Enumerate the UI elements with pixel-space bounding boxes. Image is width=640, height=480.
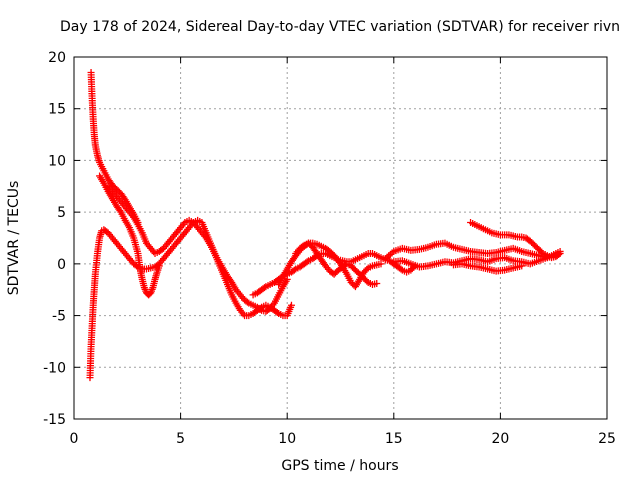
y-tick-label: 0 xyxy=(57,257,66,273)
data-point xyxy=(116,207,124,215)
y-tick-label: 15 xyxy=(48,102,66,118)
x-tick-label: 15 xyxy=(385,431,403,447)
data-point xyxy=(363,277,371,285)
data-point xyxy=(518,262,526,270)
data-point xyxy=(377,260,385,268)
x-tick-label: 10 xyxy=(278,431,296,447)
x-tick-label: 25 xyxy=(598,431,616,447)
data-point xyxy=(555,251,563,259)
y-axis-label: SDTVAR / TECUs xyxy=(6,181,22,296)
data-point xyxy=(299,242,307,250)
y-tick-label: -15 xyxy=(43,412,66,428)
y-tick-label: 10 xyxy=(48,153,66,169)
data-points xyxy=(86,69,564,382)
x-tick-label: 0 xyxy=(70,431,79,447)
y-tick-label: 20 xyxy=(48,50,66,66)
data-point xyxy=(397,265,405,273)
data-point xyxy=(287,301,295,309)
x-axis-label: GPS time / hours xyxy=(281,458,398,474)
data-point xyxy=(538,248,546,256)
y-tick-label: -10 xyxy=(43,360,66,376)
data-point xyxy=(273,308,281,316)
y-tick-label: -5 xyxy=(52,309,66,325)
x-tick-label: 20 xyxy=(491,431,509,447)
data-point xyxy=(363,265,371,273)
data-point xyxy=(373,280,381,288)
data-point xyxy=(155,262,163,270)
data-point xyxy=(556,250,564,258)
data-point xyxy=(256,304,264,312)
data-point xyxy=(260,284,268,292)
data-point xyxy=(290,266,298,274)
plot-frame xyxy=(73,56,608,420)
chart-title: Day 178 of 2024, Sidereal Day-to-day VTE… xyxy=(60,19,620,35)
y-tick-label: 5 xyxy=(57,205,66,221)
data-point xyxy=(303,258,311,266)
data-point xyxy=(243,298,251,306)
x-tick-label: 5 xyxy=(176,431,185,447)
